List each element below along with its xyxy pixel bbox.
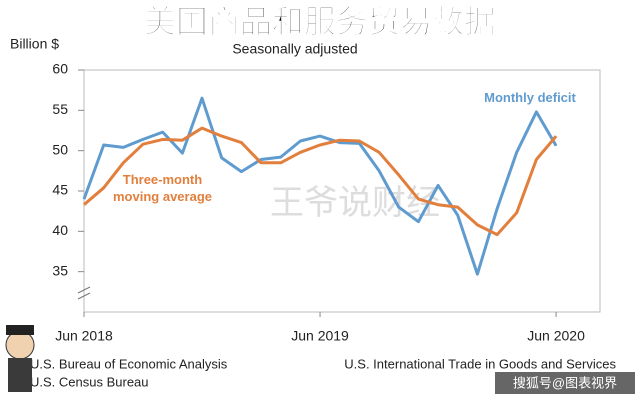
source: U.S. Census Bureau (30, 374, 149, 389)
avatar (5, 325, 35, 392)
x-tick-label: Jun 2020 (527, 328, 585, 344)
watermark: 搜狐号@图表视界 (513, 375, 617, 390)
y-tick-label: 45 (52, 182, 68, 198)
subtitle: Seasonally adjusted (232, 41, 357, 57)
y-tick-label: 35 (52, 262, 68, 278)
series-line (83, 126, 558, 237)
y-tick-label: 50 (52, 141, 68, 157)
y-tick-label: 60 (52, 61, 68, 77)
source: U.S. Bureau of Economic Analysis (30, 356, 228, 371)
x-tick-label: Jun 2019 (291, 328, 349, 344)
chart-title: 美国商品和服务贸易数据 (144, 3, 496, 39)
series-label: Monthly deficit (484, 90, 576, 105)
source: U.S. International Trade in Goods and Se… (344, 356, 616, 371)
y-tick-label: 55 (52, 101, 68, 117)
y-tick-label: 40 (52, 222, 68, 238)
watermark-bg (495, 372, 635, 394)
y-axis-label: Billion $ (10, 36, 59, 52)
axis-break (77, 286, 91, 300)
x-tick-label: Jun 2018 (55, 328, 113, 344)
watermark: 王爷说财经 (270, 184, 440, 222)
series-label: Three-month moving average (113, 172, 212, 204)
series-line (82, 96, 558, 276)
